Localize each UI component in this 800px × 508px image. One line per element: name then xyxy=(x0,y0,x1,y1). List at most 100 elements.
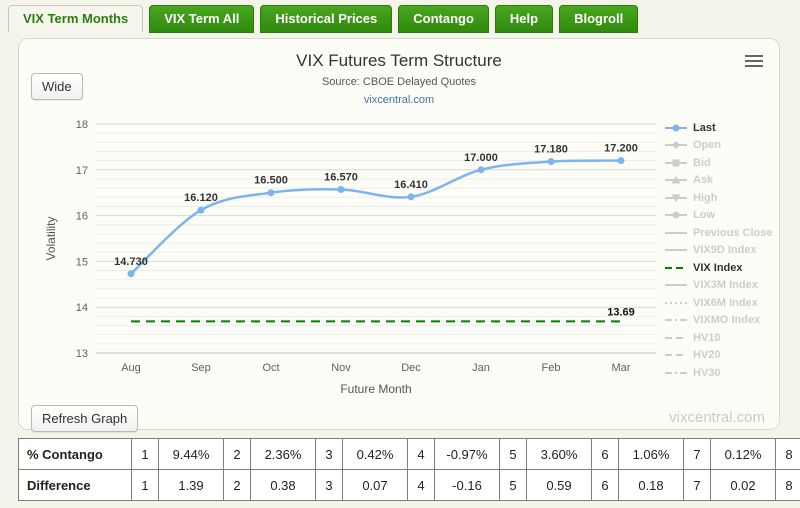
legend-item-ask[interactable]: Ask xyxy=(664,172,778,190)
value-cell: -0.16 xyxy=(434,469,500,501)
value-cell: 2.36% xyxy=(250,438,316,470)
svg-text:13: 13 xyxy=(76,348,88,360)
legend-label-vixmo-index: VIXMO Index xyxy=(693,314,761,327)
column-index-cell: 7 xyxy=(683,438,711,470)
legend-label-vix6m-index: VIX6M Index xyxy=(693,296,758,309)
term-structure-chart: 13 14 15 16 17 18 Aug Sep Oct Nov Dec Jan Feb Mar Vola… xyxy=(44,119,656,396)
value-cell: 0.02 xyxy=(710,469,776,501)
legend-item-vix3m-index[interactable]: VIX3M Index xyxy=(664,277,778,295)
svg-text:Feb: Feb xyxy=(542,362,561,374)
svg-text:16.570: 16.570 xyxy=(324,171,358,183)
value-cell: 0.38 xyxy=(250,469,316,501)
svg-text:17.000: 17.000 xyxy=(464,152,498,164)
row-label-contango: % Contango xyxy=(18,438,132,470)
legend-item-hv10[interactable]: HV10 xyxy=(664,329,778,347)
chart-legend: Last Open Bid Ask High Low Previous Close VIX9D… xyxy=(664,119,778,382)
legend-item-vix6m-index[interactable]: VIX6M Index xyxy=(664,294,778,312)
legend-label-open: Open xyxy=(693,139,722,152)
column-index-cell: 5 xyxy=(499,438,527,470)
chart-subtitle: Source: CBOE Delayed Quotes xyxy=(321,76,477,88)
legend-item-hv30[interactable]: HV30 xyxy=(664,364,778,382)
column-index-cell: 8 xyxy=(775,469,800,501)
svg-text:14: 14 xyxy=(76,302,88,314)
column-index-cell: 2 xyxy=(223,438,251,470)
hamburger-menu-icon[interactable] xyxy=(745,55,763,70)
legend-marker-vix-index xyxy=(665,266,687,269)
legend-item-previous-close[interactable]: Previous Close xyxy=(664,224,778,242)
legend-item-high[interactable]: High xyxy=(664,189,778,207)
legend-marker-previous-close xyxy=(665,231,687,234)
legend-marker-last xyxy=(665,124,687,132)
value-cell: 0.59 xyxy=(526,469,592,501)
legend-label-hv20: HV20 xyxy=(693,349,721,362)
value-cell: 3.60% xyxy=(526,438,592,470)
tab-vix-term-all[interactable]: VIX Term All xyxy=(149,5,255,33)
svg-text:Jan: Jan xyxy=(472,362,490,374)
legend-label-vix3m-index: VIX3M Index xyxy=(693,279,758,292)
value-cell: 0.42% xyxy=(342,438,408,470)
svg-text:16.410: 16.410 xyxy=(394,179,428,191)
svg-text:Volatility: Volatility xyxy=(44,216,58,260)
legend-item-open[interactable]: Open xyxy=(664,137,778,155)
chart-panel: Wide VIX Futures Term Structure Source: … xyxy=(18,38,780,432)
tab-historical-prices[interactable]: Historical Prices xyxy=(260,5,393,33)
column-index-cell: 6 xyxy=(591,438,619,470)
legend-marker-vix9d-index xyxy=(665,249,687,252)
tab-blogroll[interactable]: Blogroll xyxy=(559,5,639,33)
column-index-cell: 5 xyxy=(499,469,527,501)
column-index-cell: 3 xyxy=(315,438,343,470)
column-index-cell: 6 xyxy=(591,469,619,501)
legend-marker-bid xyxy=(665,159,687,167)
legend-label-high: High xyxy=(693,191,718,204)
svg-text:17.200: 17.200 xyxy=(604,143,638,155)
chart-title: VIX Futures Term Structure xyxy=(296,51,502,70)
legend-label-low: Low xyxy=(693,209,715,222)
svg-text:Future Month: Future Month xyxy=(340,382,411,396)
svg-text:16.500: 16.500 xyxy=(254,175,288,187)
wide-button[interactable]: Wide xyxy=(31,73,83,100)
tab-vix-term-months[interactable]: VIX Term Months xyxy=(8,5,144,33)
legend-label-hv10: HV10 xyxy=(693,331,721,344)
legend-marker-hv20 xyxy=(665,354,687,357)
vixcentral-link[interactable]: vixcentral.com xyxy=(363,94,435,106)
legend-item-vix-index[interactable]: VIX Index xyxy=(664,259,778,277)
svg-text:Dec: Dec xyxy=(401,362,421,374)
row-label-difference: Difference xyxy=(18,469,132,501)
legend-label-hv30: HV30 xyxy=(693,366,721,379)
legend-label-bid: Bid xyxy=(693,156,711,169)
legend-item-bid[interactable]: Bid xyxy=(664,154,778,172)
refresh-graph-button[interactable]: Refresh Graph xyxy=(31,405,139,432)
column-index-cell: 4 xyxy=(407,438,435,470)
value-cell: 9.44% xyxy=(158,438,224,470)
legend-marker-high xyxy=(665,194,687,202)
legend-item-vixmo-index[interactable]: VIXMO Index xyxy=(664,312,778,330)
value-cell: 0.12% xyxy=(710,438,776,470)
legend-marker-open xyxy=(665,141,687,150)
watermark-text: vixcentral.com xyxy=(669,409,765,426)
legend-marker-vix6m-index xyxy=(665,301,687,304)
tab-bar: VIX Term Months VIX Term All Historical Pr… xyxy=(8,5,639,33)
column-index-cell: 8 xyxy=(775,438,800,470)
legend-marker-vix3m-index xyxy=(665,284,687,287)
legend-item-low[interactable]: Low xyxy=(664,207,778,225)
svg-text:18: 18 xyxy=(76,119,88,131)
legend-item-hv20[interactable]: HV20 xyxy=(664,347,778,365)
contango-row: % Contango 1 9.44% 2 2.36% 3 0.42% 4 -0.97% 5 3.60… xyxy=(18,438,800,470)
contango-table-body: % Contango 1 9.44% 2 2.36% 3 0.42% 4 -0.97% 5 3.60… xyxy=(18,438,800,501)
column-index-cell: 7 xyxy=(683,469,711,501)
svg-text:15: 15 xyxy=(76,256,88,268)
tab-contango[interactable]: Contango xyxy=(398,5,489,33)
value-cell: 1.39 xyxy=(158,469,224,501)
svg-text:Nov: Nov xyxy=(331,362,351,374)
legend-label-last: Last xyxy=(693,121,716,134)
legend-item-last[interactable]: Last xyxy=(664,119,778,137)
value-cell: 0.07 xyxy=(342,469,408,501)
svg-text:Aug: Aug xyxy=(121,362,141,374)
tab-help[interactable]: Help xyxy=(494,5,554,33)
legend-label-ask: Ask xyxy=(693,174,714,187)
svg-text:Oct: Oct xyxy=(262,362,279,374)
legend-item-vix9d-index[interactable]: VIX9D Index xyxy=(664,242,778,260)
column-index-cell: 4 xyxy=(407,469,435,501)
column-index-cell: 2 xyxy=(223,469,251,501)
difference-row: Difference 1 1.39 2 0.38 3 0.07 4 -0.16 5 0.59 6 0.1… xyxy=(18,469,800,501)
